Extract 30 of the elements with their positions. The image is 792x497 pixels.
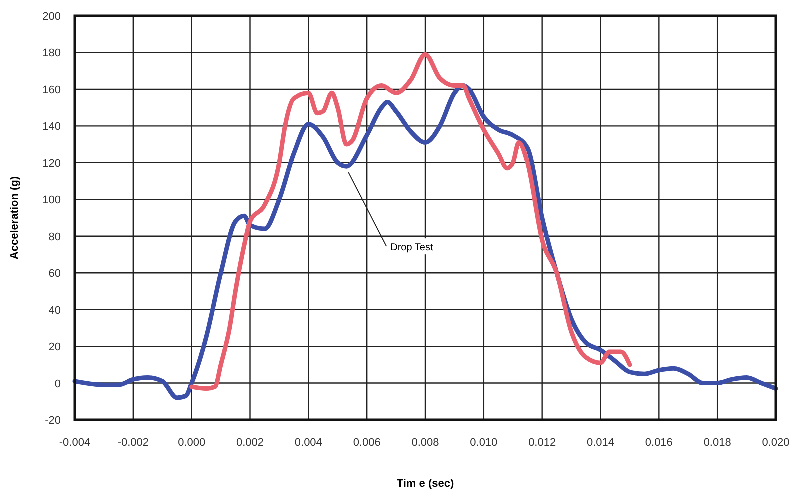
x-tick-label: 0.006 <box>353 437 381 449</box>
x-tick-label: 0.008 <box>412 437 440 449</box>
x-axis-title: Tim e (sec) <box>396 478 454 490</box>
y-tick-label: 120 <box>42 158 61 170</box>
y-tick-label: 180 <box>42 48 61 60</box>
y-tick-label: 100 <box>42 194 61 207</box>
y-tick-label: 60 <box>48 268 61 280</box>
x-tick-label: 0.016 <box>645 437 673 449</box>
x-tick-label: 0.012 <box>528 437 556 449</box>
x-tick-label: 0.020 <box>762 437 790 449</box>
y-tick-label: 160 <box>42 84 61 96</box>
x-tick-label: 0.004 <box>294 437 322 449</box>
y-tick-label: 0 <box>54 378 61 390</box>
x-tick-label: 0.000 <box>178 437 206 449</box>
x-tick-label: -0.004 <box>59 437 91 449</box>
y-tick-label: 200 <box>42 11 61 23</box>
line-series <box>190 52 632 392</box>
y-tick-label: -20 <box>45 415 61 427</box>
x-tick-label: 0.002 <box>236 437 264 449</box>
y-tick-label: 40 <box>48 304 61 317</box>
y-tick-label: 140 <box>42 121 61 134</box>
y-tick-label: 80 <box>48 231 61 244</box>
text: Drop Test <box>390 242 434 254</box>
y-tick-label: 20 <box>48 342 61 354</box>
x-tick-label: 0.014 <box>586 437 615 449</box>
line-series <box>72 84 778 400</box>
x-tick-label: 0.018 <box>704 437 732 449</box>
x-tick-label: -0.002 <box>118 437 150 449</box>
y-axis-title: Acceleration (g) <box>9 176 21 260</box>
x-tick-label: 0.010 <box>470 437 498 449</box>
